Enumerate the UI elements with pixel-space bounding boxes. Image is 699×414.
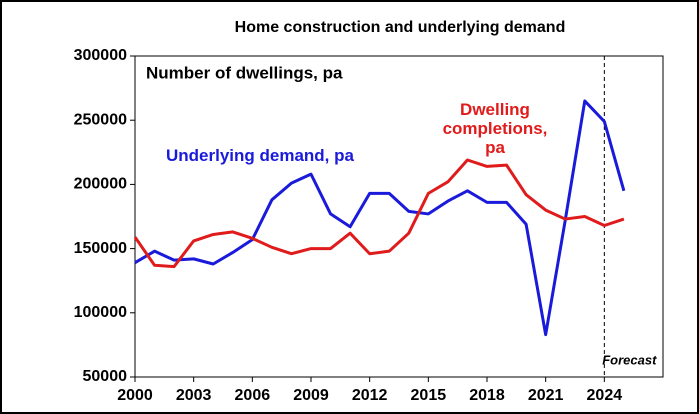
series-label: Underlying demand, pa	[166, 146, 354, 165]
y-tick-label: 250000	[74, 111, 127, 128]
line	[133, 158, 625, 269]
y-tick-label: 100000	[74, 304, 127, 321]
x-tick-label: 2018	[469, 387, 505, 404]
line	[134, 99, 626, 337]
x-tick-label: 2021	[528, 387, 564, 404]
x-tick-label: 2024	[587, 387, 623, 404]
y-tick-label: 50000	[83, 368, 128, 385]
x-tick-label: 2003	[176, 387, 212, 404]
y-tick-label: 150000	[74, 240, 127, 257]
x-tick-label: 2012	[352, 387, 388, 404]
y-tick-label: 200000	[74, 176, 127, 193]
x-tick-label: 2009	[293, 387, 329, 404]
y-tick-label: 300000	[74, 47, 127, 64]
axis-label: Number of dwellings, pa	[146, 63, 343, 82]
chart-title: Home construction and underlying demand	[235, 19, 566, 36]
series-label: Dwelling completions, pa	[442, 100, 548, 157]
plot-area	[134, 55, 664, 378]
annotation: Forecast	[602, 352, 657, 367]
x-tick-label: 2000	[117, 387, 153, 404]
x-tick-label: 2015	[411, 387, 447, 404]
x-tick-label: 2006	[235, 387, 271, 404]
